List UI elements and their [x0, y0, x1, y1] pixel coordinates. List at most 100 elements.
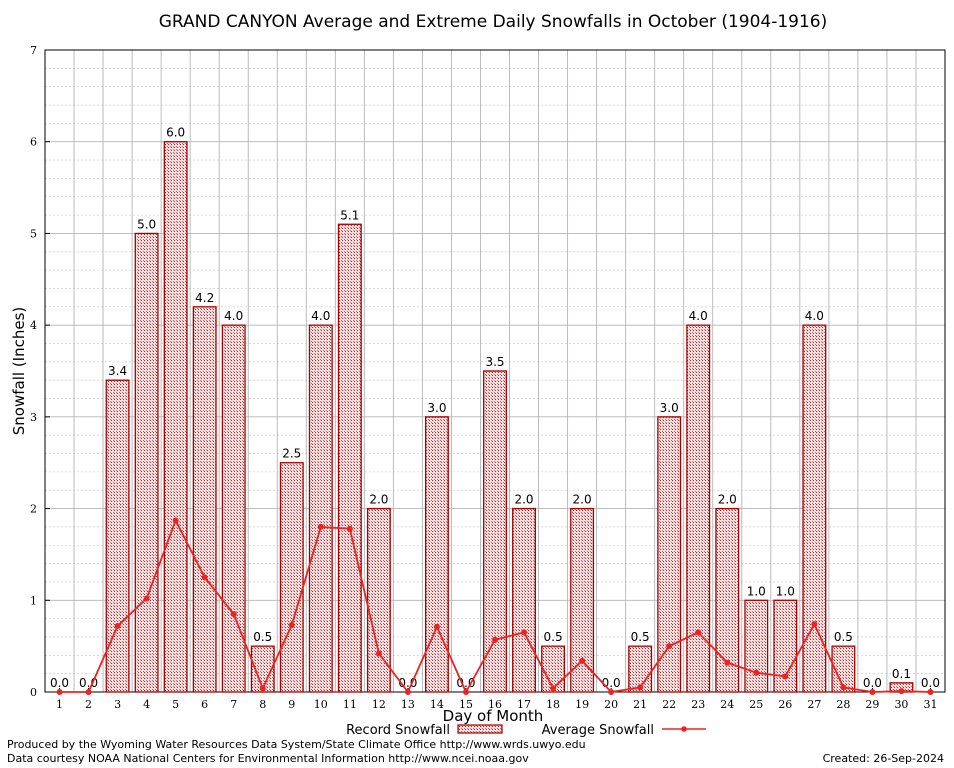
record-bar	[773, 599, 798, 693]
average-point	[375, 650, 382, 657]
bar-value-label: 1.0	[776, 584, 795, 598]
record-bar	[512, 507, 537, 693]
average-point	[782, 673, 789, 680]
average-point	[433, 623, 440, 630]
average-point	[404, 689, 411, 695]
bar-value-label: 0.5	[631, 630, 650, 644]
x-tick-label: 10	[314, 698, 328, 711]
x-tick-label: 28	[836, 698, 850, 711]
average-point	[898, 688, 905, 695]
footer-produced-by: Produced by the Wyoming Water Resources …	[7, 738, 586, 751]
bar-value-label: 0.5	[544, 630, 563, 644]
bar-value-label: 5.1	[340, 208, 359, 222]
record-bar	[105, 379, 130, 693]
average-point	[550, 685, 557, 692]
y-tick-label: 2	[30, 503, 37, 516]
record-bar	[308, 324, 333, 693]
legend-record-swatch	[457, 724, 503, 734]
bar-value-label: 0.0	[921, 676, 940, 690]
x-tick-label: 13	[401, 698, 415, 711]
x-tick-label: 26	[778, 698, 792, 711]
x-tick-label: 11	[343, 698, 357, 711]
x-tick-label: 12	[372, 698, 386, 711]
x-tick-label: 27	[807, 698, 821, 711]
record-bar	[337, 223, 362, 693]
x-tick-label: 6	[201, 698, 208, 711]
bar-value-labels: 0.0 0.0 3.4 5.0 6.0 4.2 4.0 0.5 2.5 4.0 5.1 2.0 0.0 3…	[50, 126, 940, 690]
average-point	[637, 684, 644, 691]
y-tick-label: 7	[30, 44, 37, 57]
average-point	[201, 574, 208, 581]
x-tick-label: 14	[430, 698, 444, 711]
record-bar	[570, 507, 595, 693]
bar-value-label: 0.0	[863, 676, 882, 690]
average-point	[579, 657, 586, 664]
x-tick-label: 17	[517, 698, 531, 711]
x-tick-label: 18	[546, 698, 560, 711]
bar-value-label: 4.0	[805, 309, 824, 323]
bar-value-label: 4.0	[224, 309, 243, 323]
x-tick-label: 16	[488, 698, 502, 711]
x-tick-label: 30	[894, 698, 908, 711]
average-point	[85, 689, 92, 695]
record-bar	[279, 462, 304, 693]
record-bar	[366, 507, 391, 693]
y-tick-label: 3	[30, 411, 37, 424]
chart-title: GRAND CANYON Average and Extreme Daily S…	[159, 12, 828, 32]
average-point	[114, 622, 121, 629]
x-tick-label: 24	[720, 698, 734, 711]
bar-value-label: 3.5	[485, 355, 504, 369]
x-tick-label: 9	[288, 698, 295, 711]
bar-value-label: 2.5	[282, 447, 301, 461]
x-tick-label: 4	[143, 698, 150, 711]
bar-value-label: 6.0	[166, 126, 185, 140]
bar-value-label: 2.0	[514, 493, 533, 507]
average-point	[462, 689, 469, 695]
bar-value-label: 2.0	[718, 493, 737, 507]
record-bar	[744, 599, 769, 693]
legend-record-label: Record Snowfall	[346, 723, 450, 738]
y-axis-ticks: 0 1 2 3 4 5 6 7	[30, 44, 50, 699]
x-axis-ticks: 1 2 3 4 5 6 7 8 9 10 11 12 13 14 15 16 17 18 19 20 21 22 23 24 2…	[56, 688, 937, 711]
average-point	[869, 689, 876, 695]
y-tick-label: 0	[30, 686, 37, 699]
legend: Record Snowfall Average Snowfall	[346, 723, 706, 738]
bar-value-label: 4.2	[195, 291, 214, 305]
bar-value-label: 1.0	[747, 584, 766, 598]
bar-value-label: 4.0	[689, 309, 708, 323]
average-point	[695, 629, 702, 636]
x-tick-label: 22	[662, 698, 676, 711]
record-bar	[483, 370, 507, 693]
record-bar	[192, 306, 217, 693]
x-tick-label: 21	[633, 698, 647, 711]
y-tick-label: 5	[30, 227, 37, 240]
x-tick-label: 23	[691, 698, 705, 711]
record-bar	[657, 416, 682, 693]
average-point	[492, 636, 498, 643]
x-tick-label: 31	[923, 698, 937, 711]
bar-value-label: 3.0	[427, 401, 446, 415]
bar-value-label: 0.0	[50, 676, 69, 690]
x-tick-label: 8	[259, 698, 266, 711]
average-point	[56, 689, 63, 695]
x-tick-label: 2	[85, 698, 92, 711]
bar-value-label: 0.5	[253, 630, 272, 644]
record-bar	[831, 645, 856, 693]
average-point	[346, 525, 353, 532]
record-bars	[105, 141, 914, 693]
legend-average-label: Average Snowfall	[542, 723, 654, 738]
y-tick-label: 6	[30, 136, 37, 149]
y-tick-label: 4	[30, 319, 37, 332]
average-point	[927, 689, 934, 695]
x-tick-label: 20	[604, 698, 618, 711]
bar-value-label: 0.5	[834, 630, 853, 644]
bar-value-label: 2.0	[573, 493, 592, 507]
average-point	[521, 629, 528, 636]
average-point	[840, 684, 847, 691]
x-tick-label: 19	[575, 698, 589, 711]
record-bar	[715, 507, 740, 693]
footer-created: Created: 26-Sep-2024	[823, 752, 944, 765]
average-point	[666, 643, 673, 650]
record-bar	[163, 141, 188, 693]
